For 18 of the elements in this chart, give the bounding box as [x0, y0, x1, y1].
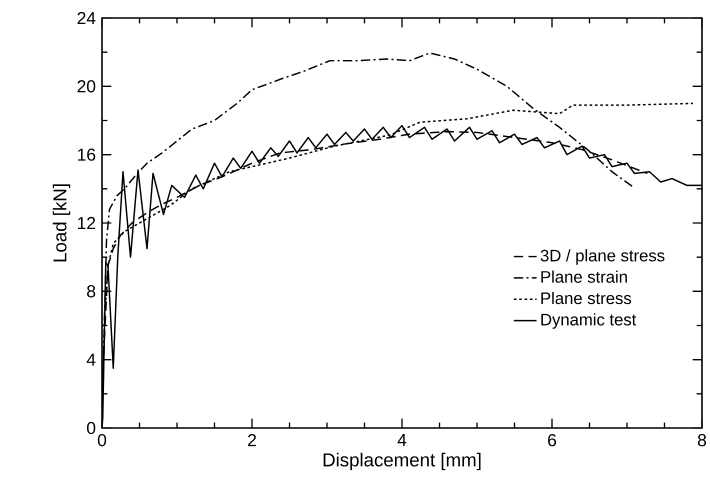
x-axis-title: Displacement [mm]	[324, 452, 480, 470]
y-tick-label: 20	[78, 80, 96, 92]
legend-label: Plane strain	[541, 270, 627, 283]
legend-label: 3D / plane stress	[540, 249, 664, 265]
y-tick-label: 12	[78, 216, 96, 230]
y-tick-label: 8	[87, 285, 96, 298]
y-tick-label: 0	[86, 422, 96, 434]
x-tick-label: 6	[548, 434, 556, 446]
x-tick-label: 8	[698, 434, 706, 446]
y-tick-label: 4	[86, 354, 96, 366]
legend-label: Plane stress	[541, 292, 632, 304]
y-tick-label: 24	[78, 12, 96, 24]
x-tick-label: 2	[248, 434, 256, 446]
y-axis-title: Load [kN]	[52, 184, 70, 262]
x-tick-label: 4	[398, 434, 406, 446]
x-tick-label: 0	[98, 434, 106, 446]
legend-label: Dynamic test	[541, 313, 636, 329]
y-tick-label: 16	[78, 148, 96, 161]
